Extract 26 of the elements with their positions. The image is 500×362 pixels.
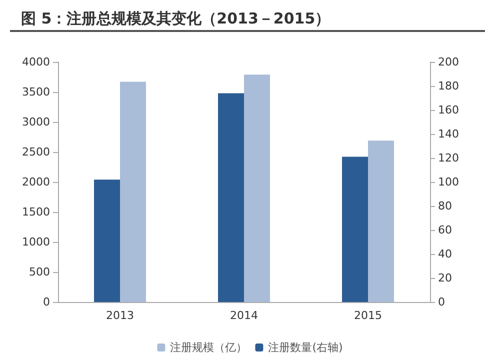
chart-title: 图 5：注册总规模及其变化（2013－2015） [21, 10, 330, 28]
y2-tick-label: 20 [438, 272, 452, 284]
y-tick-label: 2000 [22, 176, 50, 188]
y2-tick-label: 100 [438, 176, 459, 188]
y2-tick-label: 60 [438, 224, 452, 236]
legend-label: 注册数量(右轴) [268, 341, 343, 354]
y2-tick-label: 140 [438, 128, 459, 140]
y2-tick-label: 80 [438, 200, 452, 212]
y2-tick-label: 160 [438, 104, 459, 116]
y-tick-label: 1000 [22, 236, 50, 248]
y-tick-label: 3000 [22, 116, 50, 128]
x-tick-label: 2013 [106, 309, 134, 322]
y2-tick-label: 180 [438, 80, 459, 92]
x-tick-label: 2015 [354, 309, 382, 322]
legend-label: 注册规模（亿） [170, 341, 248, 354]
y-tick-label: 2500 [22, 146, 50, 158]
y-tick-label: 3500 [22, 86, 50, 98]
y-tick-label: 1500 [22, 206, 50, 218]
y-tick-label: 4000 [22, 56, 50, 68]
y2-tick-label: 200 [438, 56, 459, 68]
y2-tick-label: 120 [438, 152, 459, 164]
x-tick-label: 2014 [230, 309, 258, 322]
y2-tick-label: 40 [438, 248, 452, 260]
y-tick-label: 500 [29, 266, 50, 278]
y-tick-label: 0 [43, 296, 50, 308]
y2-tick-label: 0 [438, 296, 445, 308]
